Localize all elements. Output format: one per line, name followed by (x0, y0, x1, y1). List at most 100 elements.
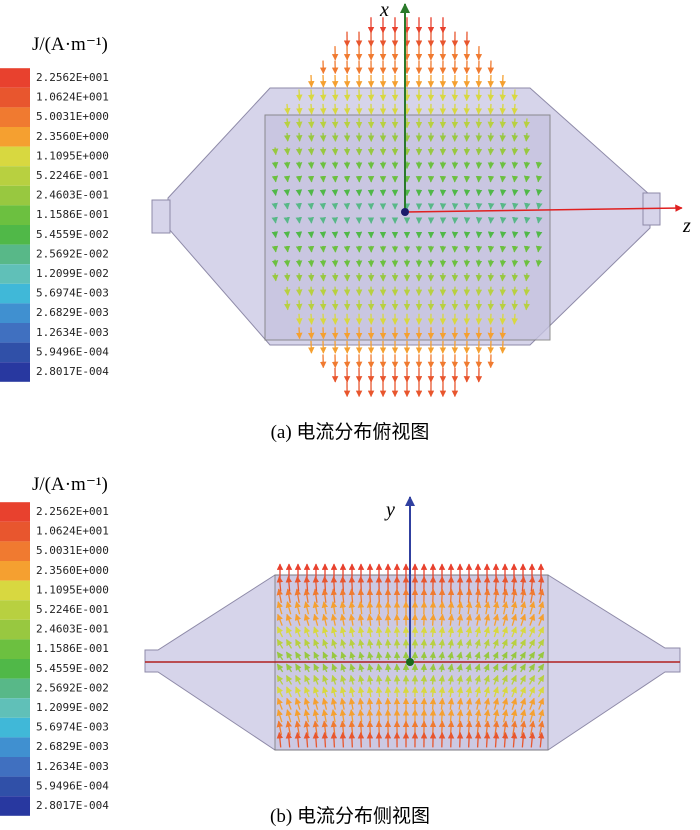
legend-swatch (0, 600, 30, 620)
current-arrow (528, 686, 535, 698)
current-arrow (375, 588, 383, 603)
current-arrow (487, 132, 495, 142)
current-arrow (319, 259, 327, 268)
current-arrow (474, 626, 481, 638)
current-field-side (276, 563, 545, 748)
current-arrow (492, 601, 500, 615)
current-arrow (271, 245, 279, 253)
current-arrow (456, 709, 464, 723)
current-arrow (483, 731, 491, 748)
current-arrow (499, 327, 506, 340)
current-arrow (499, 300, 507, 311)
current-arrow (357, 588, 365, 603)
current-arrow (357, 697, 365, 710)
current-arrow (499, 89, 506, 102)
current-arrow (528, 731, 536, 748)
current-arrow (322, 626, 329, 638)
legend-label: 1.1095E+000 (36, 583, 109, 596)
current-arrow (511, 231, 519, 239)
current-arrow (283, 147, 291, 156)
current-arrow (519, 588, 527, 603)
current-arrow (483, 674, 490, 685)
current-arrow (520, 601, 527, 615)
current-arrow (501, 686, 508, 698)
current-arrow (307, 161, 315, 169)
current-arrow (285, 638, 293, 649)
current-arrow (295, 286, 303, 296)
current-arrow (276, 731, 284, 748)
current-arrow (487, 231, 495, 239)
current-arrow (296, 327, 303, 340)
current-arrow (511, 103, 518, 115)
current-arrow (483, 613, 491, 626)
current-arrow (487, 103, 495, 115)
current-arrow (340, 674, 347, 685)
current-arrow (319, 273, 327, 282)
current-arrow (295, 147, 303, 156)
current-arrow (499, 259, 507, 268)
current-arrow (511, 147, 519, 156)
current-arrow (307, 189, 315, 197)
current-arrow (285, 588, 292, 603)
legend-label: 2.2562E+001 (36, 505, 109, 518)
current-arrow (340, 638, 347, 649)
current-arrow (523, 161, 531, 169)
axis-label: z (682, 215, 691, 237)
legend-swatch (0, 502, 30, 522)
current-arrow (429, 651, 436, 660)
current-arrow (393, 674, 401, 685)
current-arrow (375, 601, 383, 615)
current-arrow (304, 686, 311, 698)
current-arrow (366, 601, 374, 615)
current-arrow (537, 638, 545, 649)
current-arrow (284, 118, 291, 129)
current-arrow (537, 626, 545, 638)
current-arrow (384, 651, 392, 660)
current-arrow (523, 273, 531, 282)
current-arrow (474, 588, 482, 603)
legend-swatch (0, 619, 30, 640)
current-arrow (538, 697, 545, 710)
current-arrow (536, 202, 543, 210)
current-arrow (420, 686, 428, 698)
current-arrow (499, 273, 507, 282)
current-arrow (312, 601, 320, 615)
current-arrow (519, 731, 527, 748)
current-arrow (420, 626, 428, 638)
current-arrow (295, 273, 303, 282)
current-arrow (283, 231, 291, 239)
current-arrow (331, 626, 338, 638)
current-arrow (307, 286, 315, 296)
current-arrow (276, 638, 284, 649)
current-arrow (438, 613, 446, 626)
current-arrow (322, 674, 329, 685)
current-arrow (501, 601, 509, 615)
current-arrow (294, 601, 302, 615)
current-arrow (429, 709, 437, 723)
current-arrow (349, 674, 356, 685)
current-arrow (537, 651, 545, 661)
current-arrow (358, 638, 365, 649)
current-arrow (393, 663, 401, 672)
legend-label: 1.0624E+001 (36, 525, 109, 538)
current-arrow (276, 613, 283, 626)
current-arrow (393, 651, 401, 660)
current-arrow (511, 89, 518, 102)
legend-swatch (0, 362, 30, 382)
current-arrow (523, 300, 530, 311)
current-arrow (285, 709, 292, 723)
legend-label: 5.9496E-004 (36, 779, 109, 792)
current-arrow (523, 231, 531, 239)
current-arrow (438, 601, 446, 615)
current-arrow (286, 626, 293, 638)
current-arrow (357, 731, 365, 748)
current-arrow (487, 273, 495, 282)
current-arrow (487, 286, 495, 296)
current-arrow (429, 613, 437, 626)
current-arrow (510, 626, 517, 638)
current-arrow (295, 663, 302, 673)
current-arrow (511, 175, 519, 183)
current-arrow (438, 709, 446, 723)
current-arrow (358, 674, 365, 685)
